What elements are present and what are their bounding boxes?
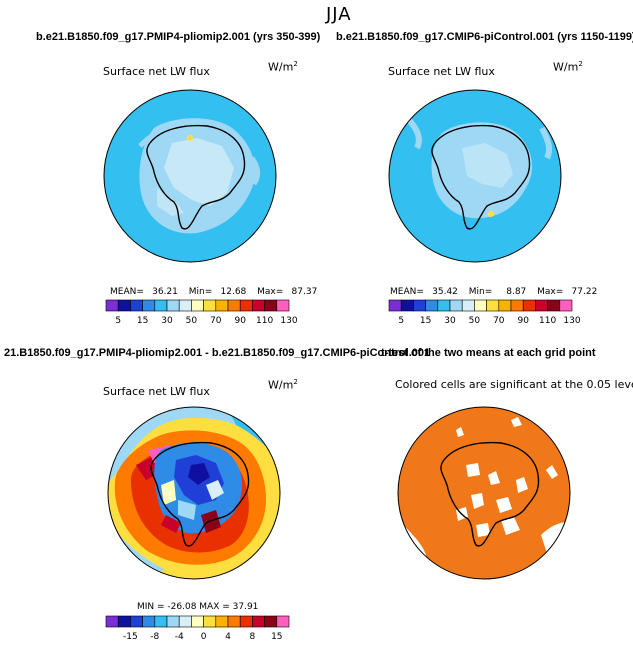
colorbar-tick-label: 110 bbox=[539, 316, 556, 326]
colorbar-tick-label: 15 bbox=[137, 316, 148, 326]
colorbar-swatch bbox=[105, 615, 119, 628]
colorbar-swatch bbox=[227, 615, 241, 628]
colorbar-tick-label: 4 bbox=[225, 632, 231, 642]
colorbar-swatch bbox=[130, 299, 143, 312]
colorbar-tick-label: 130 bbox=[280, 316, 297, 326]
map-bottom-left bbox=[107, 406, 281, 580]
var-label-top-right: Surface net LW flux bbox=[388, 65, 495, 78]
var-label-top-left: Surface net LW flux bbox=[103, 65, 210, 78]
colorbar-tick-label: 15 bbox=[271, 632, 282, 642]
minmax-bottom-left: MIN = -26.08 MAX = 37.91 bbox=[137, 602, 259, 612]
colorbar-swatch bbox=[486, 299, 500, 312]
map-border bbox=[103, 89, 277, 263]
colorbar-swatch bbox=[191, 615, 204, 628]
colorbar-swatch bbox=[154, 615, 168, 628]
colorbar-tick-label: 5 bbox=[115, 316, 121, 326]
colorbar-tick-label: 5 bbox=[398, 316, 404, 326]
colorbar-top-right: 5 15 30 50 70 90 110 130 bbox=[388, 299, 581, 326]
colorbar-swatch bbox=[547, 299, 561, 312]
colorbar-tick-label: 70 bbox=[210, 316, 222, 326]
coastline bbox=[146, 124, 246, 230]
colorbar-swatch bbox=[215, 299, 229, 312]
colorbar-swatch bbox=[535, 299, 548, 312]
colorbar-swatch bbox=[191, 299, 204, 312]
significant-field bbox=[398, 407, 570, 579]
colorbar-tick-label: 110 bbox=[256, 316, 273, 326]
colorbar-swatch bbox=[437, 299, 451, 312]
colorbar-swatch bbox=[400, 299, 414, 312]
var-label-bottom-left: Surface net LW flux bbox=[103, 385, 210, 398]
colorbar-tick-label: 90 bbox=[234, 316, 246, 326]
case-title-bottom-left: 21.B1850.f09_g17.PMIP4-pliomip2.001 - b.… bbox=[4, 347, 431, 359]
colorbar-swatch bbox=[178, 299, 192, 312]
colorbar-swatch bbox=[449, 299, 463, 312]
colorbar-swatch bbox=[203, 299, 217, 312]
stats-top-right: MEAN= 35.42 Min= 8.87 Max= 77.22 bbox=[390, 287, 598, 297]
colorbar-bottom-left: -15 -8 -4 0 4 8 15 bbox=[105, 615, 290, 642]
colorbar-tick-label: 15 bbox=[420, 316, 431, 326]
colorbar-swatch bbox=[178, 615, 192, 628]
colorbar-swatch bbox=[130, 615, 143, 628]
colorbar-swatch bbox=[203, 615, 217, 628]
colorbar-tick-label: 30 bbox=[444, 316, 456, 326]
colorbar-tick-label: 130 bbox=[563, 316, 580, 326]
colorbar-swatch bbox=[252, 299, 265, 312]
colorbar-swatch bbox=[154, 299, 168, 312]
units-bottom-left: W/m2 bbox=[268, 378, 298, 392]
map-bottom-right bbox=[397, 406, 571, 580]
colorbar-swatch bbox=[461, 299, 475, 312]
colorbar-swatch bbox=[105, 299, 119, 312]
colorbar-swatch bbox=[166, 299, 180, 312]
colorbar-swatch bbox=[239, 615, 253, 628]
season-title: JJA bbox=[326, 4, 352, 25]
colorbar-tick-label: 50 bbox=[469, 316, 481, 326]
colorbar-swatch bbox=[264, 299, 278, 312]
map-top-right bbox=[388, 89, 562, 263]
colorbar-swatch bbox=[264, 615, 278, 628]
colorbar-swatch bbox=[425, 299, 439, 312]
map-top-left bbox=[103, 89, 277, 263]
colorbar-tick-label: -8 bbox=[150, 632, 159, 642]
colorbar-swatch bbox=[413, 299, 426, 312]
colorbar-swatch bbox=[166, 615, 180, 628]
colorbar-tick-label: 70 bbox=[493, 316, 505, 326]
map-border bbox=[388, 89, 562, 263]
case-title-top-left: b.e21.B1850.f09_g17.PMIP4-pliomip2.001 (… bbox=[36, 31, 321, 43]
colorbar-swatch bbox=[276, 615, 290, 628]
colorbar-tick-label: 90 bbox=[517, 316, 529, 326]
colorbar-tick-label: 50 bbox=[186, 316, 198, 326]
colorbar-swatch bbox=[276, 299, 290, 312]
colorbar-swatch bbox=[239, 299, 253, 312]
coastline bbox=[440, 441, 540, 547]
colorbar-swatch bbox=[117, 615, 131, 628]
colorbar-swatch bbox=[498, 299, 512, 312]
colorbar-swatch bbox=[252, 615, 265, 628]
colorbar-swatch bbox=[474, 299, 487, 312]
colorbar-swatch bbox=[142, 615, 156, 628]
coastline bbox=[150, 441, 250, 547]
subtitle-bottom-right: Colored cells are significant at the 0.0… bbox=[395, 378, 633, 391]
colorbar-tick-label: 8 bbox=[250, 632, 256, 642]
units-top-left: W/m2 bbox=[268, 60, 298, 74]
units-top-right: W/m2 bbox=[553, 60, 583, 74]
colorbar-swatch bbox=[559, 299, 573, 312]
colorbar-tick-label: -15 bbox=[123, 632, 138, 642]
map-border bbox=[107, 406, 281, 580]
colorbar-tick-label: 30 bbox=[161, 316, 173, 326]
colorbar-swatch bbox=[522, 299, 536, 312]
colorbar-swatch bbox=[215, 615, 229, 628]
colorbar-top-left: 5 15 30 50 70 90 110 130 bbox=[105, 299, 298, 326]
colorbar-swatch bbox=[142, 299, 156, 312]
case-title-bottom-right: t-test of the two means at each grid poi… bbox=[381, 347, 596, 359]
colorbar-swatch bbox=[510, 299, 524, 312]
colorbar-tick-label: 0 bbox=[201, 632, 207, 642]
map-border bbox=[397, 406, 571, 580]
colorbar-swatch bbox=[388, 299, 402, 312]
colorbar-swatch bbox=[117, 299, 131, 312]
colorbar-swatch bbox=[227, 299, 241, 312]
stats-top-left: MEAN= 36.21 Min= 12.68 Max= 87.37 bbox=[110, 287, 318, 297]
colorbar-tick-label: -4 bbox=[175, 632, 184, 642]
coastline bbox=[431, 124, 531, 230]
case-title-top-right: b.e21.B1850.f09_g17.CMIP6-piControl.001 … bbox=[336, 31, 633, 43]
